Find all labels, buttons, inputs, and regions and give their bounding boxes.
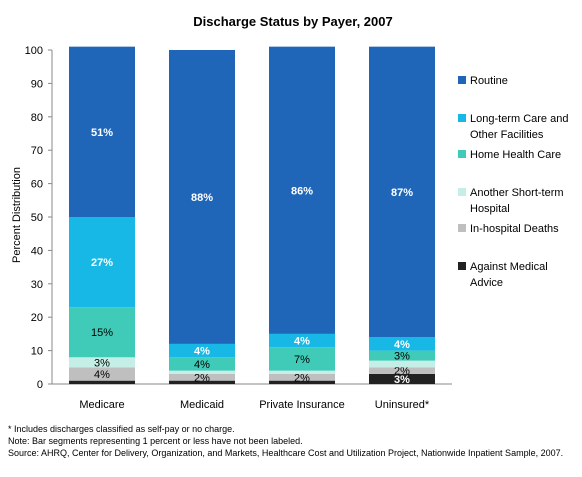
- bar-segment: [69, 367, 135, 381]
- footnote: * Includes discharges classified as self…: [8, 424, 235, 434]
- bar-segment: [269, 347, 335, 371]
- data-label: 7%: [294, 354, 310, 366]
- legend-label: Another Short-term: [470, 187, 564, 199]
- legend-label: Other Facilities: [470, 129, 544, 141]
- legend-label: Hospital: [470, 203, 510, 215]
- data-label: 3%: [394, 374, 410, 386]
- y-tick-label: 0: [37, 379, 43, 391]
- data-label: 87%: [391, 187, 413, 199]
- legend-label: Long-term Care and: [470, 113, 568, 125]
- y-tick-label: 10: [31, 346, 43, 358]
- plot-area: 01020304050607080901004%3%15%27%51%Medic…: [25, 45, 452, 411]
- data-label: 86%: [291, 185, 313, 197]
- bar-segment: [169, 373, 235, 381]
- bar-segment: [69, 46, 135, 217]
- bar-segment: [69, 357, 135, 368]
- bar-segment: [169, 343, 235, 358]
- x-category-label: Private Insurance: [259, 399, 345, 411]
- legend-swatch: [458, 188, 466, 196]
- data-label: 4%: [394, 339, 410, 351]
- x-category-label: Uninsured*: [375, 399, 430, 411]
- y-tick-label: 40: [31, 245, 43, 257]
- chart-title: Discharge Status by Payer, 2007: [193, 14, 392, 29]
- bar-segment: [169, 380, 235, 384]
- y-tick-label: 90: [31, 78, 43, 90]
- legend-swatch: [458, 150, 466, 158]
- data-label: 4%: [294, 336, 310, 348]
- legend-label: In-hospital Deaths: [470, 223, 559, 235]
- data-label: 2%: [394, 366, 410, 378]
- data-label: 4%: [194, 359, 210, 371]
- bar-segment: [369, 373, 435, 384]
- bar-segment: [269, 370, 335, 374]
- data-label: 4%: [194, 346, 210, 358]
- data-label: 3%: [94, 357, 110, 369]
- legend-label: Routine: [470, 75, 508, 87]
- y-axis-title: Percent Distribution: [11, 167, 23, 263]
- data-label: 2%: [194, 372, 210, 384]
- x-category-label: Medicaid: [180, 399, 224, 411]
- data-label: 27%: [91, 257, 113, 269]
- bar-segment: [369, 367, 435, 374]
- y-tick-label: 30: [31, 279, 43, 291]
- data-label: 4%: [94, 369, 110, 381]
- legend-swatch: [458, 224, 466, 232]
- bar-segment: [369, 350, 435, 361]
- legend: Routine Long-term Care and Other Facilitie…: [458, 75, 568, 289]
- bar-segment: [369, 46, 435, 338]
- bar-segment: [169, 357, 235, 371]
- legend-label: Home Health Care: [470, 149, 561, 161]
- chart-notes: * Includes discharges classified as self…: [8, 423, 574, 459]
- bar-segment: [69, 217, 135, 308]
- legend-swatch: [458, 76, 466, 84]
- x-category-label: Medicare: [79, 399, 124, 411]
- bar-segment: [269, 333, 335, 348]
- stacked-bar-chart: Discharge Status by Payer, 2007 Percent …: [11, 14, 568, 411]
- bar-segment: [269, 46, 335, 334]
- legend-label: Against Medical: [470, 261, 548, 273]
- y-tick-label: 50: [31, 212, 43, 224]
- bar-segment: [69, 380, 135, 384]
- bar-segment: [269, 380, 335, 384]
- bar-segment: [169, 50, 235, 344]
- legend-label: Advice: [470, 277, 503, 289]
- bar-segment: [69, 307, 135, 358]
- legend-swatch: [458, 114, 466, 122]
- bar-segment: [369, 360, 435, 368]
- bar-segment: [369, 337, 435, 351]
- data-label: 2%: [294, 372, 310, 384]
- data-label: 15%: [91, 327, 113, 339]
- y-tick-label: 20: [31, 312, 43, 324]
- data-label: 51%: [91, 127, 113, 139]
- y-tick-label: 70: [31, 145, 43, 157]
- y-tick-label: 80: [31, 112, 43, 124]
- data-label: 88%: [191, 192, 213, 204]
- bar-segment: [269, 373, 335, 381]
- note-text: Note: Bar segments representing 1 percen…: [8, 436, 303, 446]
- y-tick-label: 60: [31, 179, 43, 191]
- y-tick-label: 100: [25, 45, 43, 57]
- source-text: Source: AHRQ, Center for Delivery, Organ…: [8, 448, 564, 458]
- legend-swatch: [458, 262, 466, 270]
- bar-segment: [169, 370, 235, 374]
- data-label: 3%: [394, 351, 410, 363]
